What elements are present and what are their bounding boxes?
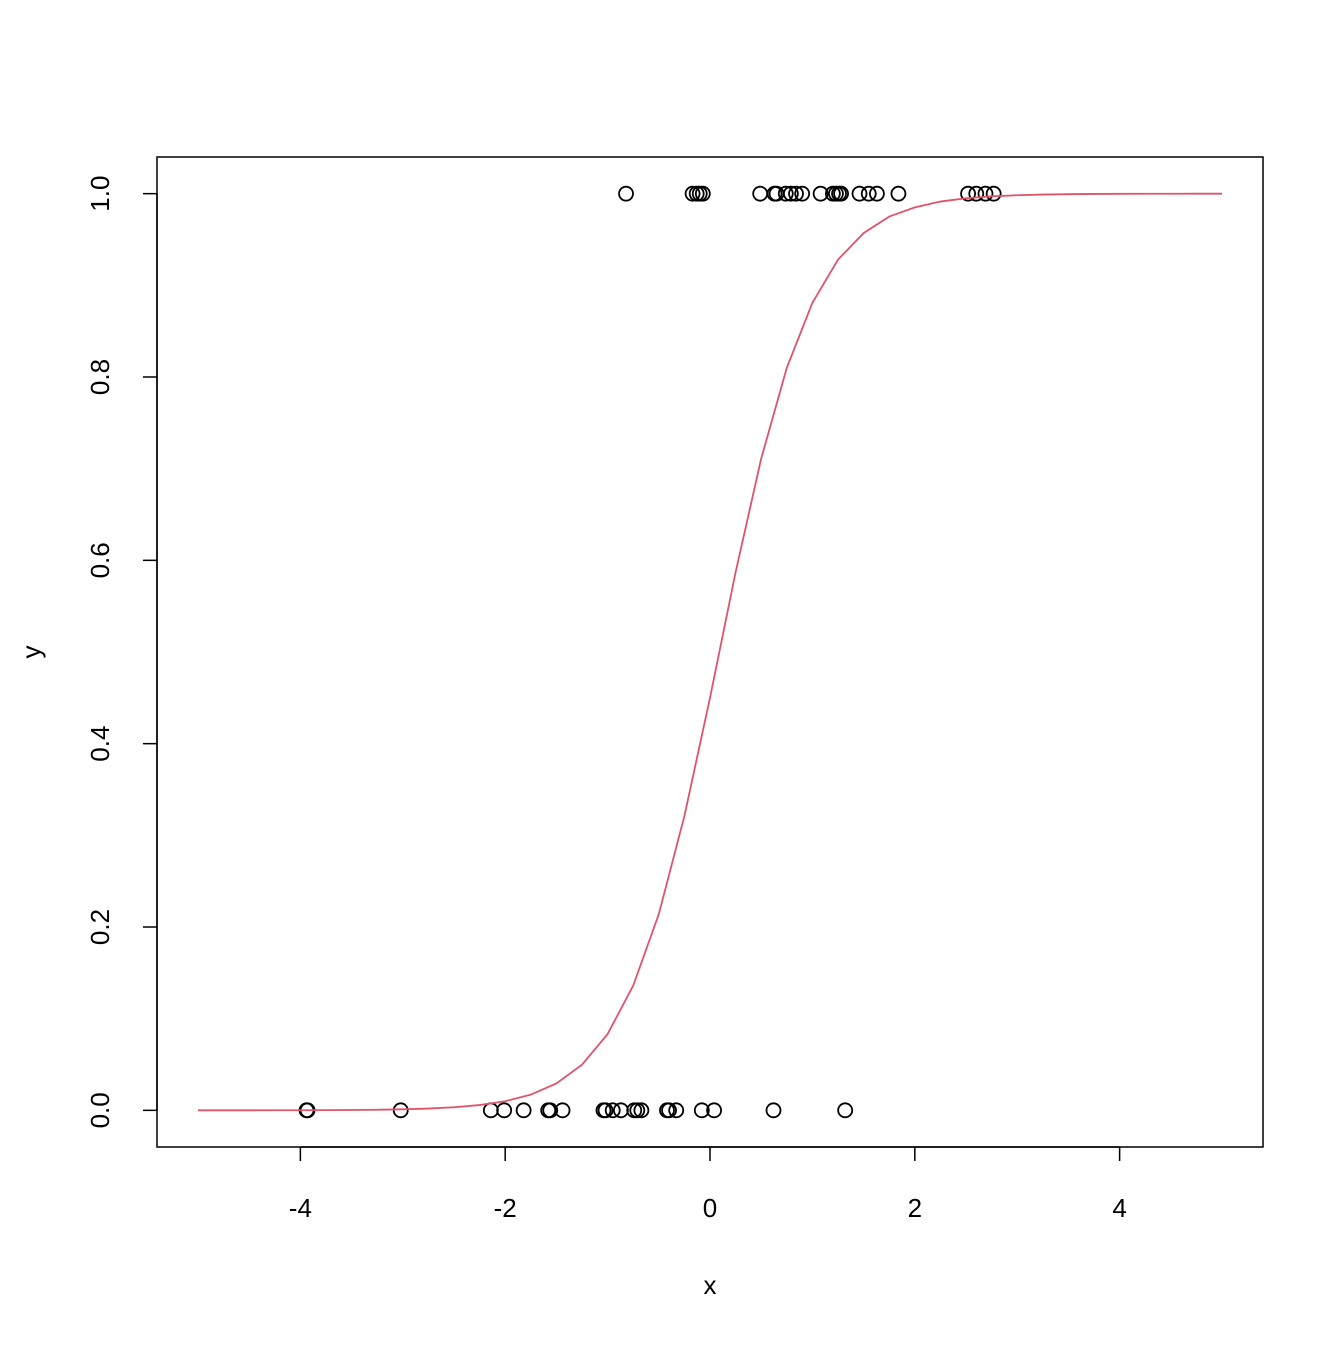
- point: [960, 185, 976, 202]
- point: [985, 185, 1002, 202]
- point: [783, 185, 799, 202]
- point: [496, 1102, 513, 1119]
- y-tick-label: 0.8: [85, 359, 115, 395]
- point: [765, 1102, 782, 1119]
- x-tick-label: 0: [703, 1193, 717, 1223]
- y-tick-label: 0.2: [85, 909, 115, 945]
- y-tick-label: 0.4: [85, 726, 115, 762]
- plot-box: [156, 156, 1264, 1148]
- point: [752, 185, 769, 202]
- point: [890, 185, 907, 202]
- point: [777, 185, 794, 202]
- x-tick-label: -2: [494, 1193, 517, 1223]
- point: [604, 1102, 621, 1119]
- point: [661, 1102, 677, 1119]
- point: [554, 1102, 571, 1119]
- point: [597, 1102, 614, 1119]
- point: [977, 185, 994, 202]
- point: [618, 185, 634, 202]
- point: [869, 185, 885, 202]
- x-axis-label: x: [704, 1270, 717, 1300]
- point: [837, 1102, 854, 1119]
- point: [860, 185, 877, 202]
- y-tick-label: 0.0: [85, 1092, 115, 1128]
- point: [482, 1102, 499, 1119]
- y-axis-label: y: [16, 646, 46, 659]
- point: [684, 185, 701, 202]
- point: [542, 1102, 559, 1119]
- point: [633, 1102, 650, 1119]
- curve: [197, 192, 1223, 1112]
- point: [515, 1102, 532, 1119]
- point: [788, 185, 804, 202]
- point: [706, 1102, 722, 1119]
- point: [694, 185, 711, 202]
- point: [812, 185, 829, 202]
- x-tick-label: 2: [908, 1193, 922, 1223]
- point: [851, 185, 868, 202]
- point: [613, 1102, 629, 1119]
- x-tick-label: 4: [1112, 1193, 1126, 1223]
- point: [794, 185, 811, 202]
- point: [629, 1102, 646, 1119]
- point: [693, 1102, 710, 1119]
- point: [392, 1102, 409, 1119]
- y-tick-label: 0.6: [85, 542, 115, 578]
- point: [833, 185, 849, 202]
- point: [668, 1102, 685, 1119]
- y-tick-label: 1.0: [85, 176, 115, 212]
- point: [968, 185, 985, 202]
- x-tick-label: -4: [289, 1193, 312, 1223]
